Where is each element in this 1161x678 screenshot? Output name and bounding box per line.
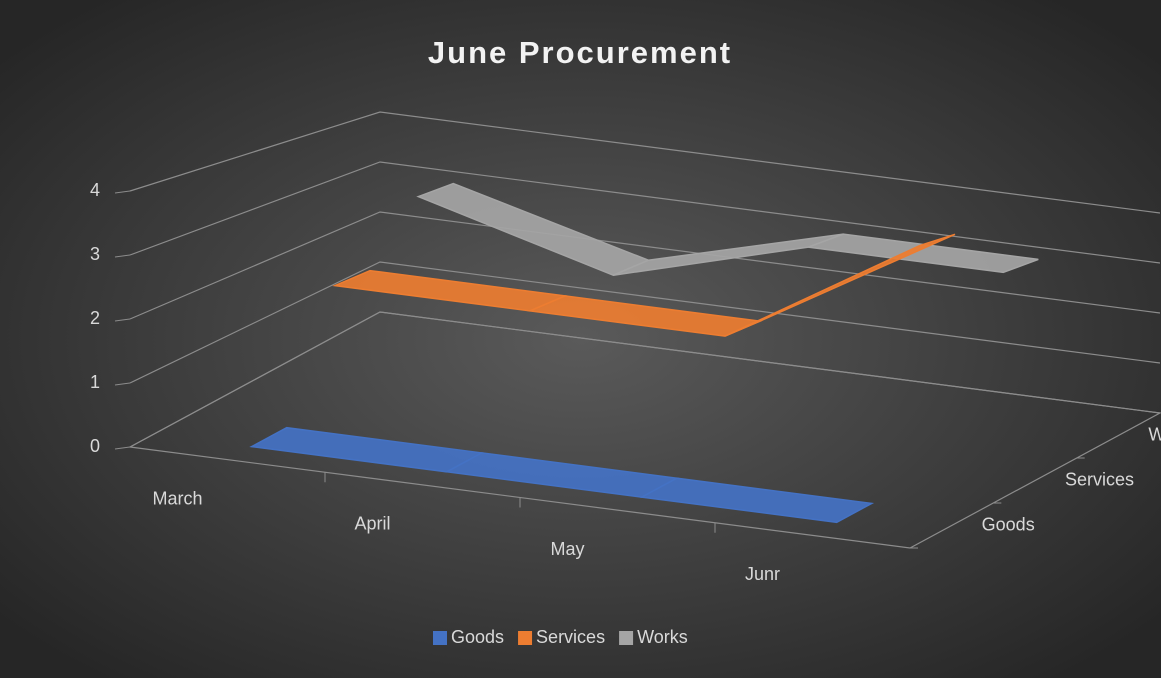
legend-swatch	[433, 631, 447, 645]
grid-line	[129, 311, 1161, 448]
depth-label: Works	[1148, 424, 1161, 444]
legend-label: Services	[536, 627, 605, 647]
x-tick-label: May	[550, 539, 584, 559]
y-tick-label: 3	[90, 244, 100, 264]
legend-swatch	[518, 631, 533, 645]
grid-line	[129, 261, 1161, 384]
legend-swatch	[619, 631, 634, 645]
grid-line	[129, 211, 1161, 320]
ribbon-segment	[808, 233, 1039, 274]
x-tick-label: Junr	[745, 564, 780, 584]
y-tick	[114, 254, 131, 258]
y-tick-label: 1	[90, 372, 100, 392]
x-tick-label: April	[354, 514, 390, 534]
legend-label: Goods	[451, 627, 504, 647]
y-tick	[114, 318, 131, 322]
y-tick-label: 2	[90, 308, 100, 328]
y-tick	[114, 190, 131, 194]
y-tick-label: 4	[90, 180, 100, 200]
grid-line	[129, 111, 1161, 214]
chart-title: June Procurement	[428, 35, 732, 70]
legend-label: Works	[637, 627, 688, 647]
depth-label: Goods	[982, 514, 1035, 534]
grid-line	[129, 161, 1161, 264]
y-tick	[114, 446, 131, 450]
y-tick	[114, 382, 131, 386]
x-tick-label: March	[152, 488, 202, 508]
depth-label: Services	[1065, 469, 1134, 489]
ribbon-segment	[724, 233, 956, 337]
y-tick-label: 0	[90, 436, 100, 456]
ribbon-segment	[639, 477, 875, 524]
